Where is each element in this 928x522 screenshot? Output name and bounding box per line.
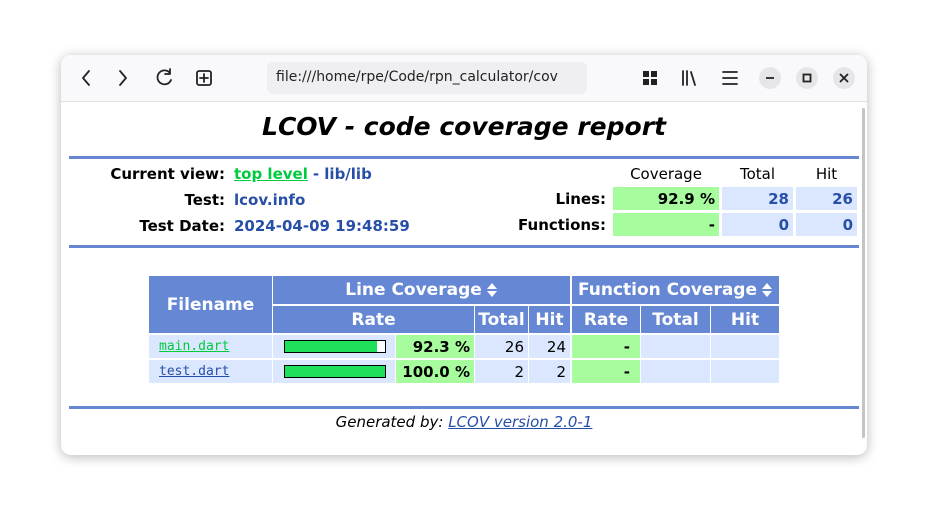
test-date-label: Test Date:: [139, 216, 225, 235]
toolbar: file:///home/rpe/Code/rpn_calculator/cov: [61, 55, 867, 102]
maximize-button[interactable]: [796, 67, 818, 89]
forward-button[interactable]: [119, 70, 127, 86]
report-title: LCOV - code coverage report: [262, 112, 666, 141]
filename-cell: test.dart: [149, 360, 272, 383]
function-total: [641, 360, 710, 383]
summary-hit: 0: [796, 213, 857, 236]
top-level-link[interactable]: top level: [234, 164, 308, 183]
test-name: lcov.info: [234, 190, 306, 209]
column-header: Total: [641, 306, 710, 333]
footer: Generated by: LCOV version 2.0-1: [69, 413, 859, 431]
filename-header: Filename: [149, 276, 272, 333]
new-tab-button[interactable]: [196, 70, 212, 86]
current-view-path: - lib/lib: [312, 164, 372, 183]
column-header: Rate: [273, 306, 474, 333]
function-rate: -: [572, 335, 640, 358]
file-link[interactable]: main.dart: [159, 339, 230, 354]
function-coverage-header[interactable]: Function Coverage: [572, 276, 779, 304]
coverage-bar-frame: [284, 340, 386, 353]
summary-coverage: 92.9 %: [613, 187, 719, 210]
sort-icon[interactable]: [761, 282, 773, 298]
function-total: [641, 335, 710, 358]
summary-label: Lines:: [555, 189, 606, 208]
column-header: Total: [475, 306, 528, 333]
footer-text: Generated by:: [335, 413, 444, 431]
sort-icon[interactable]: [486, 282, 498, 298]
line-total: 26: [475, 335, 528, 358]
line-coverage-title: Line Coverage: [345, 280, 482, 300]
scrollbar[interactable]: [862, 108, 865, 438]
summary-header: Total: [739, 165, 776, 183]
function-hit: [711, 360, 779, 383]
bar-cell: [273, 335, 395, 358]
summary-header: Hit: [815, 165, 838, 183]
column-header: Hit: [711, 306, 779, 333]
coverage-bar: [285, 341, 378, 352]
current-view-label: Current view:: [110, 164, 225, 183]
reload-button[interactable]: [156, 68, 172, 86]
file-link[interactable]: test.dart: [159, 364, 230, 379]
function-rate: -: [572, 360, 640, 383]
back-button[interactable]: [82, 70, 90, 86]
line-hit: 24: [529, 335, 570, 358]
summary-label: Functions:: [518, 215, 606, 234]
test-label: Test:: [184, 190, 225, 209]
test-date: 2024-04-09 19:48:59: [234, 216, 410, 235]
summary-coverage: -: [613, 213, 719, 236]
function-coverage-title: Function Coverage: [577, 280, 758, 300]
line-rate: 100.0 %: [396, 360, 474, 383]
rule: [69, 406, 859, 409]
coverage-bar-frame: [284, 365, 386, 378]
line-coverage-header[interactable]: Line Coverage: [273, 276, 570, 304]
line-hit: 2: [529, 360, 570, 383]
rule: [69, 156, 859, 159]
rule: [69, 245, 859, 248]
extensions-button[interactable]: [643, 71, 657, 85]
filename-cell: main.dart: [149, 335, 272, 358]
line-rate: 92.3 %: [396, 335, 474, 358]
bar-cell: [273, 360, 395, 383]
browser-window: file:///home/rpe/Code/rpn_calculator/cov: [61, 55, 867, 455]
lcov-link[interactable]: LCOV version 2.0-1: [448, 413, 593, 431]
library-button[interactable]: [682, 70, 696, 86]
summary-total: 0: [722, 213, 793, 236]
menu-button[interactable]: [722, 71, 738, 85]
line-total: 2: [475, 360, 528, 383]
summary-hit: 26: [796, 187, 857, 210]
function-hit: [711, 335, 779, 358]
address-bar[interactable]: file:///home/rpe/Code/rpn_calculator/cov: [267, 62, 587, 94]
column-header: Hit: [529, 306, 570, 333]
summary-header: Coverage: [630, 165, 702, 183]
summary-total: 28: [722, 187, 793, 210]
column-header: Rate: [572, 306, 640, 333]
url-text: file:///home/rpe/Code/rpn_calculator/cov: [276, 69, 558, 85]
coverage-bar: [285, 366, 385, 377]
